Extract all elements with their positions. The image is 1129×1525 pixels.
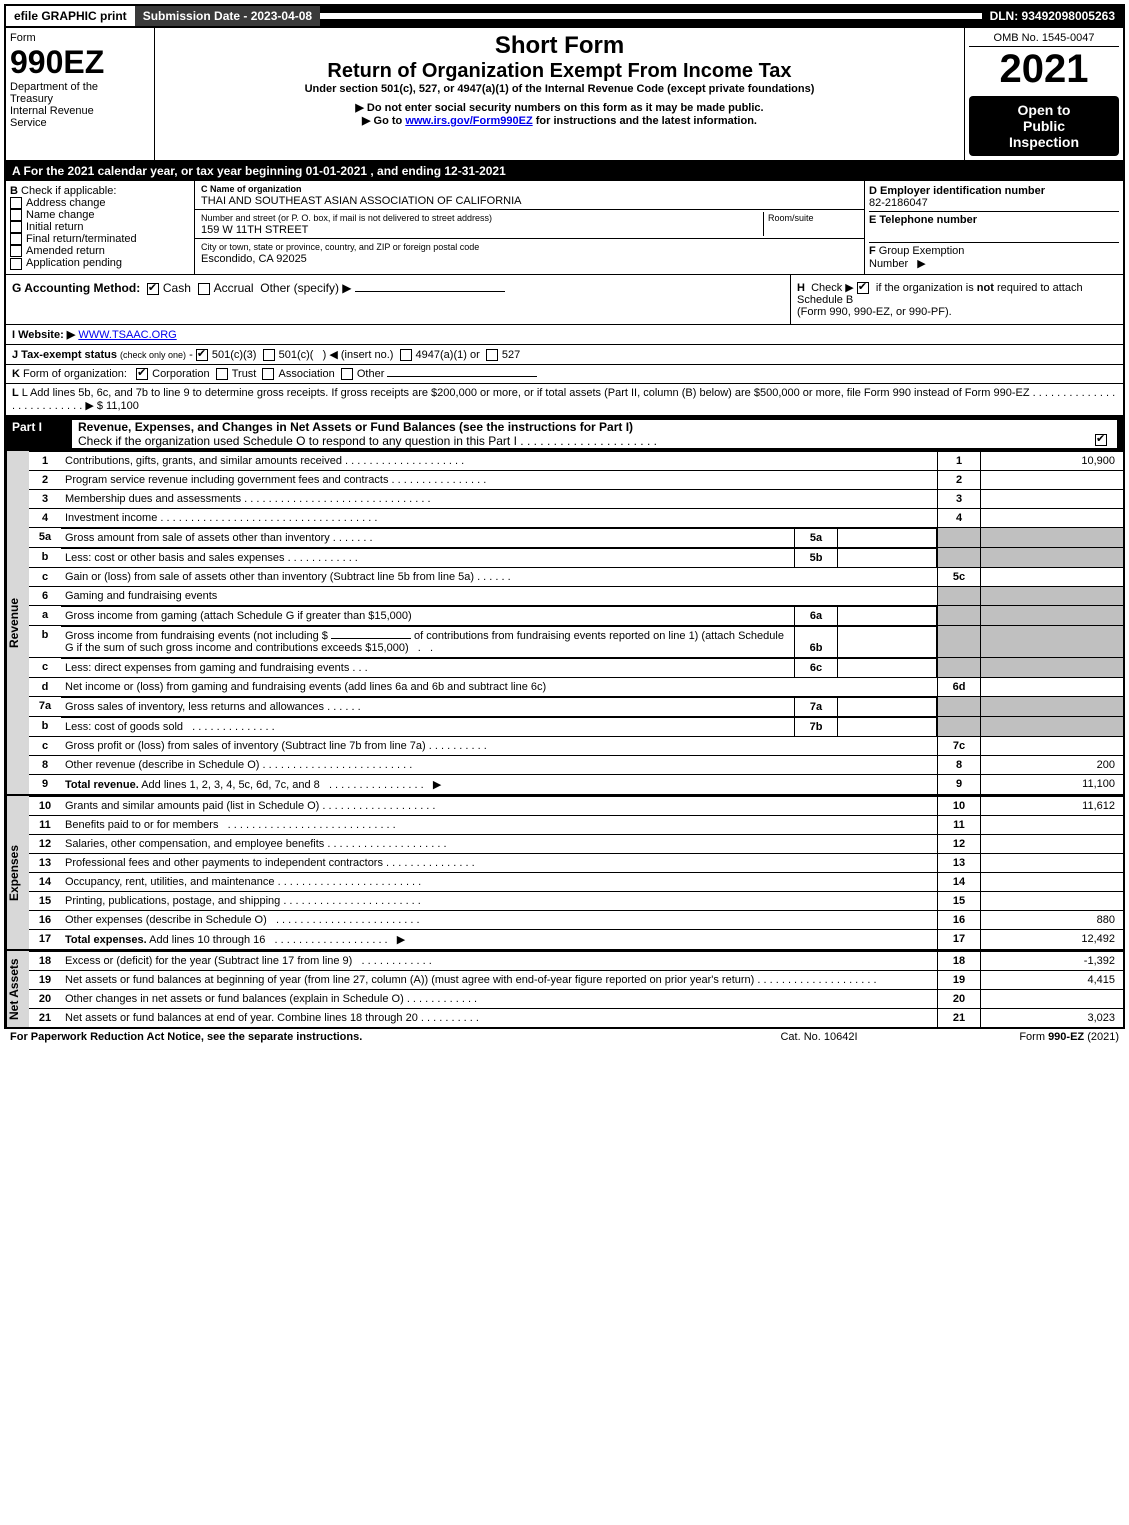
sections-bcd: B Check if applicable: Address change Na… bbox=[4, 181, 1125, 275]
revenue-table: 1Contributions, gifts, grants, and simil… bbox=[29, 451, 1123, 794]
form-name: 990EZ bbox=[10, 44, 150, 81]
expenses-table: 10Grants and similar amounts paid (list … bbox=[29, 796, 1123, 949]
section-j: J Tax-exempt status (check only one) - 5… bbox=[4, 345, 1125, 365]
part1-label: Part I bbox=[12, 420, 72, 448]
h-label: H bbox=[797, 282, 805, 294]
goto-post: for instructions and the latest informat… bbox=[533, 115, 757, 127]
revenue-vert-label: Revenue bbox=[6, 451, 29, 794]
omb-number: OMB No. 1545-0047 bbox=[969, 32, 1119, 47]
goto-line: ▶ Go to www.irs.gov/Form990EZ for instru… bbox=[159, 114, 960, 127]
checkbox-cash[interactable] bbox=[147, 283, 159, 295]
top-spacer bbox=[320, 13, 981, 19]
part1-title: Revenue, Expenses, and Changes in Net As… bbox=[78, 420, 633, 434]
part1-header: Part I Revenue, Expenses, and Changes in… bbox=[4, 417, 1125, 451]
b-check-if: Check if applicable: bbox=[21, 185, 116, 197]
section-h: H Check ▶ if the organization is not req… bbox=[790, 275, 1123, 324]
short-form-title: Short Form bbox=[159, 32, 960, 60]
footer-left: For Paperwork Reduction Act Notice, see … bbox=[10, 1031, 719, 1043]
g-cash: Cash bbox=[163, 281, 191, 295]
checkbox-trust[interactable] bbox=[216, 368, 228, 380]
d-label: D Employer identification number bbox=[869, 185, 1119, 197]
checkbox-final[interactable] bbox=[10, 233, 22, 245]
header-right: OMB No. 1545-0047 2021 Open toPublicInsp… bbox=[965, 28, 1123, 160]
checkbox-accrual[interactable] bbox=[198, 283, 210, 295]
revenue-section: Revenue 1Contributions, gifts, grants, a… bbox=[4, 451, 1125, 796]
b-label: B bbox=[10, 185, 18, 197]
submission-date: Submission Date - 2023-04-08 bbox=[135, 6, 320, 26]
checkbox-corp[interactable] bbox=[136, 368, 148, 380]
irs-link[interactable]: www.irs.gov/Form990EZ bbox=[405, 115, 532, 127]
section-c: C Name of organization THAI AND SOUTHEAS… bbox=[195, 181, 864, 274]
g-other: Other (specify) ▶ bbox=[260, 281, 351, 295]
netassets-vert-label: Net Assets bbox=[6, 951, 29, 1027]
b-item-3: Final return/terminated bbox=[26, 233, 137, 245]
f-label: F Group ExemptionNumber ▶ bbox=[869, 242, 1119, 270]
l-amount: ▶ $ 11,100 bbox=[85, 400, 139, 412]
checkbox-amended[interactable] bbox=[10, 245, 22, 257]
ssn-warning: ▶ Do not enter social security numbers o… bbox=[159, 101, 960, 114]
b-item-2: Initial return bbox=[26, 221, 83, 233]
ein: 82-2186047 bbox=[869, 197, 1119, 209]
l-text: L Add lines 5b, 6c, and 7b to line 9 to … bbox=[22, 387, 1030, 399]
section-l: L L Add lines 5b, 6c, and 7b to line 9 t… bbox=[4, 384, 1125, 417]
section-g: G Accounting Method: Cash Accrual Other … bbox=[6, 275, 790, 324]
c-street-label: Number and street (or P. O. box, if mail… bbox=[201, 213, 492, 223]
header-left: Form 990EZ Department of theTreasuryInte… bbox=[6, 28, 155, 160]
c-city-label: City or town, state or province, country… bbox=[201, 242, 479, 252]
section-d: D Employer identification number 82-2186… bbox=[864, 181, 1123, 274]
g-accrual: Accrual bbox=[214, 281, 254, 295]
checkbox-initial[interactable] bbox=[10, 221, 22, 233]
expenses-vert-label: Expenses bbox=[6, 796, 29, 949]
sections-gh: G Accounting Method: Cash Accrual Other … bbox=[4, 275, 1125, 325]
checkbox-527[interactable] bbox=[486, 349, 498, 361]
org-name: THAI AND SOUTHEAST ASIAN ASSOCIATION OF … bbox=[201, 195, 522, 207]
b-item-1: Name change bbox=[26, 209, 95, 221]
checkbox-other-org[interactable] bbox=[341, 368, 353, 380]
footer: For Paperwork Reduction Act Notice, see … bbox=[4, 1029, 1125, 1045]
goto-pre: ▶ Go to bbox=[362, 115, 405, 127]
form-header: Form 990EZ Department of theTreasuryInte… bbox=[4, 28, 1125, 162]
under-section: Under section 501(c), 527, or 4947(a)(1)… bbox=[159, 83, 960, 95]
footer-mid: Cat. No. 10642I bbox=[719, 1031, 919, 1043]
expenses-section: Expenses 10Grants and similar amounts pa… bbox=[4, 796, 1125, 951]
netassets-section: Net Assets 18Excess or (deficit) for the… bbox=[4, 951, 1125, 1029]
checkbox-501c3[interactable] bbox=[196, 349, 208, 361]
b-item-5: Application pending bbox=[26, 257, 122, 269]
section-a: A For the 2021 calendar year, or tax yea… bbox=[4, 162, 1125, 181]
dept-label: Department of theTreasuryInternal Revenu… bbox=[10, 81, 150, 129]
i-label: I Website: ▶ bbox=[12, 329, 75, 341]
checkbox-assoc[interactable] bbox=[262, 368, 274, 380]
dln-label: DLN: 93492098005263 bbox=[982, 6, 1123, 26]
return-title: Return of Organization Exempt From Incom… bbox=[159, 60, 960, 83]
top-bar: efile GRAPHIC print Submission Date - 20… bbox=[4, 4, 1125, 28]
e-label: E Telephone number bbox=[869, 211, 1119, 226]
section-k: K Form of organization: Corporation Trus… bbox=[4, 365, 1125, 384]
org-city: Escondido, CA 92025 bbox=[201, 253, 307, 265]
header-center: Short Form Return of Organization Exempt… bbox=[155, 28, 965, 160]
efile-label[interactable]: efile GRAPHIC print bbox=[6, 6, 135, 26]
c-name-label: C Name of organization bbox=[201, 184, 302, 194]
g-label: G Accounting Method: bbox=[12, 281, 140, 295]
checkbox-address[interactable] bbox=[10, 197, 22, 209]
b-item-4: Amended return bbox=[26, 245, 105, 257]
org-street: 159 W 11TH STREET bbox=[201, 224, 308, 236]
checkbox-name[interactable] bbox=[10, 209, 22, 221]
part1-sub: Check if the organization used Schedule … bbox=[78, 434, 517, 448]
section-b: B Check if applicable: Address change Na… bbox=[6, 181, 195, 274]
checkbox-part1-o[interactable] bbox=[1095, 434, 1107, 446]
checkbox-4947[interactable] bbox=[400, 349, 412, 361]
b-item-0: Address change bbox=[26, 197, 106, 209]
c-room-label: Room/suite bbox=[768, 213, 814, 223]
checkbox-501c[interactable] bbox=[263, 349, 275, 361]
form-label: Form bbox=[10, 32, 150, 44]
tax-year: 2021 bbox=[969, 47, 1119, 92]
open-public: Open toPublicInspection bbox=[969, 96, 1119, 156]
netassets-table: 18Excess or (deficit) for the year (Subt… bbox=[29, 951, 1123, 1027]
checkbox-pending[interactable] bbox=[10, 258, 22, 270]
footer-right: Form 990-EZ (2021) bbox=[919, 1031, 1119, 1043]
section-i: I Website: ▶ WWW.TSAAC.ORG bbox=[4, 325, 1125, 345]
website-link[interactable]: WWW.TSAAC.ORG bbox=[78, 329, 176, 341]
checkbox-h[interactable] bbox=[857, 282, 869, 294]
